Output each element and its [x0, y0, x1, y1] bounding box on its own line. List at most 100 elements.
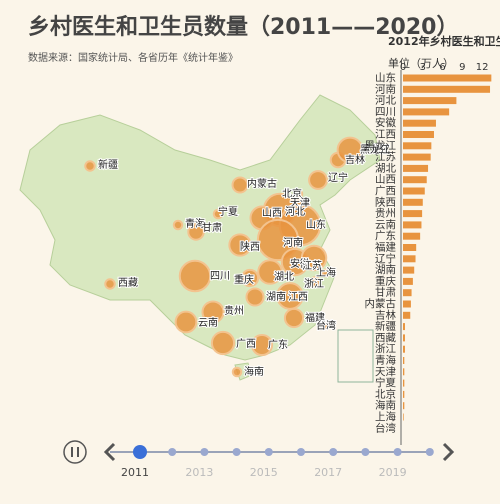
- map-label: 宁夏: [218, 205, 238, 218]
- bubble: [178, 259, 212, 293]
- timeline-dot[interactable]: [232, 448, 241, 456]
- bar: [403, 210, 423, 218]
- bubble: [174, 310, 198, 334]
- y-tick-label: 西藏: [375, 332, 396, 344]
- bubble: [309, 276, 321, 288]
- map-label: 湖南: [266, 290, 286, 303]
- bubble: [231, 366, 243, 378]
- bubble: [187, 223, 205, 241]
- map-label: 江西: [288, 291, 308, 303]
- map-label: 台湾: [316, 319, 336, 332]
- y-tick-label: 湖北: [375, 162, 396, 174]
- map-label: 吉林: [345, 153, 365, 166]
- bar: [403, 379, 405, 387]
- timeline-label: 2019: [379, 466, 407, 479]
- map-label: 云南: [198, 316, 218, 329]
- y-tick-label: 江西: [375, 129, 396, 141]
- map-label: 河北: [285, 206, 305, 218]
- x-tick-label: 6: [439, 62, 445, 73]
- bubble: [172, 219, 184, 231]
- bar: [403, 255, 416, 263]
- bar: [403, 221, 422, 229]
- map-label: 新疆: [98, 158, 118, 171]
- timeline-dot[interactable]: [200, 448, 209, 456]
- bar: [403, 413, 404, 421]
- y-tick-label: 陕西: [375, 195, 396, 208]
- bubble: [250, 333, 274, 357]
- bubble: [84, 160, 96, 172]
- map-label: 山西: [262, 207, 282, 219]
- y-tick-label: 内蒙古: [365, 297, 397, 310]
- bar: [403, 97, 457, 105]
- y-tick-label: 河北: [375, 95, 396, 107]
- bar: [403, 108, 450, 116]
- bar: [403, 142, 432, 150]
- y-tick-label: 青海: [375, 354, 396, 367]
- y-tick-label: 山东: [375, 71, 396, 84]
- bubble: [201, 300, 225, 324]
- prev-button[interactable]: [103, 442, 116, 462]
- y-tick-label: 广东: [375, 229, 396, 242]
- y-tick-label: 上海: [375, 410, 396, 423]
- map-label: 北京: [282, 187, 302, 200]
- timeline-dot[interactable]: [133, 445, 147, 459]
- bar: [403, 368, 405, 376]
- x-tick-label: 12: [476, 62, 489, 73]
- map-label: 甘肃: [202, 221, 222, 234]
- bubble: [231, 176, 249, 194]
- bar: [403, 266, 415, 274]
- y-tick-label: 贵州: [375, 207, 396, 220]
- y-tick-label: 安徽: [375, 116, 396, 129]
- bar: [403, 153, 431, 161]
- y-tick-label: 台湾: [375, 421, 396, 434]
- chart-title: 2012年乡村医生和卫生员: [388, 34, 500, 48]
- bubble: [257, 259, 283, 285]
- map-label: 海南: [244, 365, 264, 378]
- map-label: 广东: [268, 338, 288, 351]
- bar: [403, 119, 436, 127]
- timeline-dot[interactable]: [393, 448, 402, 456]
- timeline-dot[interactable]: [297, 448, 305, 456]
- bubble: [336, 136, 364, 164]
- bubble: [323, 323, 329, 329]
- bubble: [228, 233, 252, 257]
- y-tick-label: 海南: [375, 399, 396, 412]
- y-tick-label: 广西: [375, 185, 396, 197]
- next-button[interactable]: [442, 442, 455, 462]
- y-tick-label: 黑龙江: [365, 139, 397, 152]
- source: 数据来源：国家统计局、各省历年《统计年鉴》: [28, 51, 238, 64]
- bar: [403, 198, 423, 206]
- bar: [403, 402, 405, 410]
- map-label: 辽宁: [328, 171, 348, 184]
- bubble: [245, 287, 265, 307]
- bubble: [321, 268, 331, 278]
- timeline-dot[interactable]: [361, 448, 370, 456]
- timeline-dot[interactable]: [425, 448, 434, 456]
- y-tick-label: 北京: [375, 387, 396, 400]
- y-tick-label: 天津: [375, 366, 396, 378]
- timeline-dot[interactable]: [168, 448, 177, 456]
- bar: [403, 300, 411, 308]
- y-tick-label: 重庆: [375, 274, 396, 287]
- y-tick-label: 江苏: [375, 150, 396, 163]
- bar: [403, 244, 417, 251]
- timeline-dot[interactable]: [329, 448, 338, 456]
- timeline-dot[interactable]: [264, 448, 273, 456]
- bubble: [104, 278, 116, 290]
- x-tick-label: 3: [420, 62, 426, 73]
- y-tick-label: 辽宁: [375, 252, 396, 265]
- bar: [403, 323, 405, 331]
- x-tick-label: 0: [400, 62, 406, 73]
- inset: [337, 329, 374, 383]
- bar: [403, 289, 412, 297]
- bubble: [308, 170, 328, 190]
- pause-button[interactable]: [63, 440, 87, 464]
- map-label: 上海: [316, 266, 336, 279]
- y-tick-label: 河南: [375, 82, 396, 95]
- map-label: 山东: [306, 218, 326, 231]
- map-label: 浙江: [304, 278, 324, 290]
- x-tick-label: 9: [459, 62, 465, 73]
- bar: [403, 345, 405, 353]
- y-tick-label: 吉林: [375, 308, 396, 321]
- map-label: 贵州: [224, 304, 244, 317]
